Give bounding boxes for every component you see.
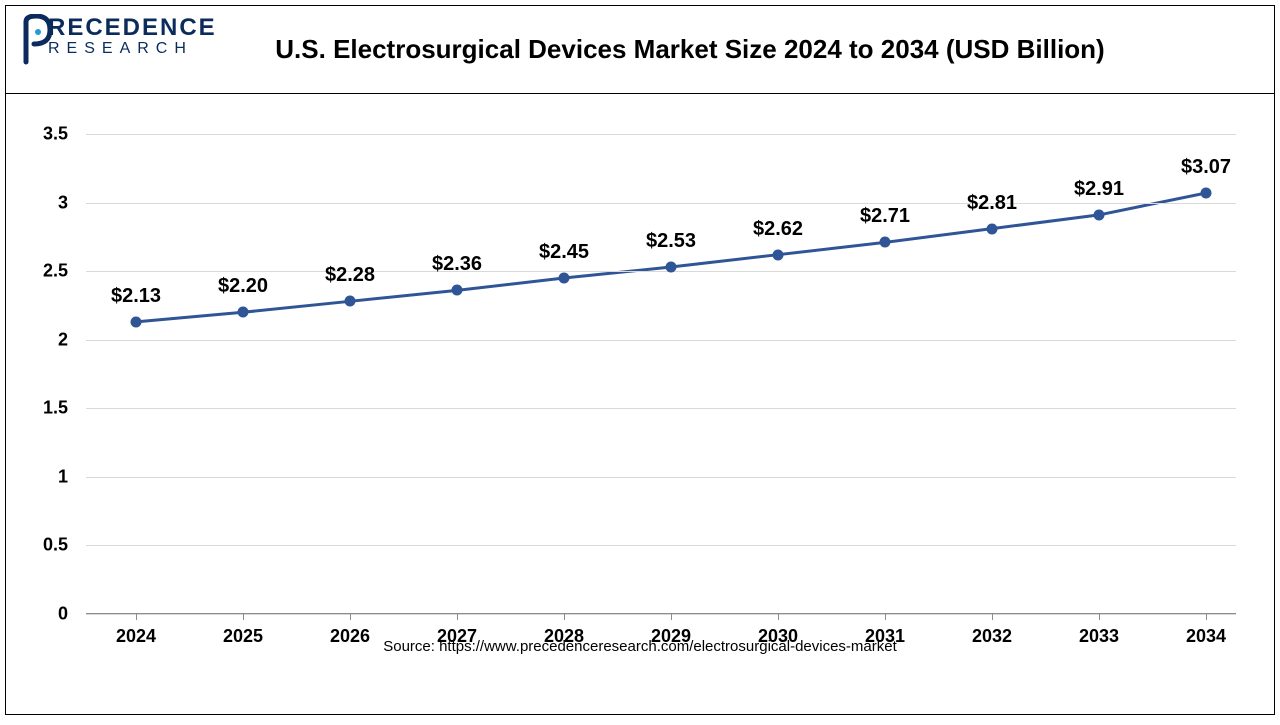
x-tick bbox=[1099, 614, 1100, 620]
header: RECEDENCE RESEARCH U.S. Electrosurgical … bbox=[6, 6, 1274, 94]
x-tick bbox=[564, 614, 565, 620]
y-axis-label: 0.5 bbox=[43, 535, 68, 556]
gridline bbox=[86, 340, 1236, 341]
data-label: $2.20 bbox=[218, 275, 268, 298]
x-tick bbox=[457, 614, 458, 620]
gridline bbox=[86, 408, 1236, 409]
logo-line1: RECEDENCE bbox=[48, 14, 217, 42]
x-tick bbox=[992, 614, 993, 620]
plot-area: 00.511.522.533.52024$2.132025$2.202026$2… bbox=[86, 134, 1236, 614]
y-axis-label: 1.5 bbox=[43, 398, 68, 419]
data-marker bbox=[773, 249, 784, 260]
x-tick bbox=[136, 614, 137, 620]
data-marker bbox=[345, 296, 356, 307]
gridline bbox=[86, 134, 1236, 135]
gridline bbox=[86, 477, 1236, 478]
data-marker bbox=[880, 237, 891, 248]
logo-mark-icon bbox=[18, 14, 54, 66]
source-text: Source: https://www.precedenceresearch.c… bbox=[6, 638, 1274, 655]
data-marker bbox=[1094, 209, 1105, 220]
y-axis-label: 0 bbox=[58, 604, 68, 625]
x-tick bbox=[1206, 614, 1207, 620]
data-label: $3.07 bbox=[1181, 156, 1231, 179]
logo-text: RECEDENCE RESEARCH bbox=[48, 14, 217, 58]
data-marker bbox=[452, 285, 463, 296]
chart-frame: RECEDENCE RESEARCH U.S. Electrosurgical … bbox=[5, 5, 1275, 715]
line-path bbox=[86, 134, 1236, 614]
data-marker bbox=[131, 316, 142, 327]
data-marker bbox=[987, 223, 998, 234]
data-marker bbox=[238, 307, 249, 318]
gridline bbox=[86, 271, 1236, 272]
x-tick bbox=[243, 614, 244, 620]
gridline bbox=[86, 203, 1236, 204]
gridline bbox=[86, 545, 1236, 546]
gridline bbox=[86, 614, 1236, 615]
data-label: $2.91 bbox=[1074, 178, 1124, 201]
data-label: $2.53 bbox=[646, 230, 696, 253]
x-tick bbox=[350, 614, 351, 620]
logo-line2: RESEARCH bbox=[48, 40, 217, 58]
y-axis-label: 3.5 bbox=[43, 124, 68, 145]
data-marker bbox=[1201, 187, 1212, 198]
y-axis-label: 3 bbox=[58, 192, 68, 213]
data-label: $2.36 bbox=[432, 253, 482, 276]
x-tick bbox=[671, 614, 672, 620]
y-axis-label: 2.5 bbox=[43, 261, 68, 282]
x-tick bbox=[778, 614, 779, 620]
y-axis-label: 1 bbox=[58, 466, 68, 487]
precedence-logo: RECEDENCE RESEARCH bbox=[18, 14, 217, 66]
data-label: $2.45 bbox=[539, 241, 589, 264]
data-label: $2.81 bbox=[967, 192, 1017, 215]
data-marker bbox=[666, 262, 677, 273]
data-label: $2.62 bbox=[753, 218, 803, 241]
x-axis-baseline bbox=[86, 613, 1236, 614]
x-tick bbox=[885, 614, 886, 620]
data-label: $2.28 bbox=[325, 264, 375, 287]
chart-body: 00.511.522.533.52024$2.132025$2.202026$2… bbox=[6, 94, 1274, 669]
y-axis-label: 2 bbox=[58, 329, 68, 350]
data-label: $2.71 bbox=[860, 205, 910, 228]
data-marker bbox=[559, 273, 570, 284]
data-label: $2.13 bbox=[111, 285, 161, 308]
